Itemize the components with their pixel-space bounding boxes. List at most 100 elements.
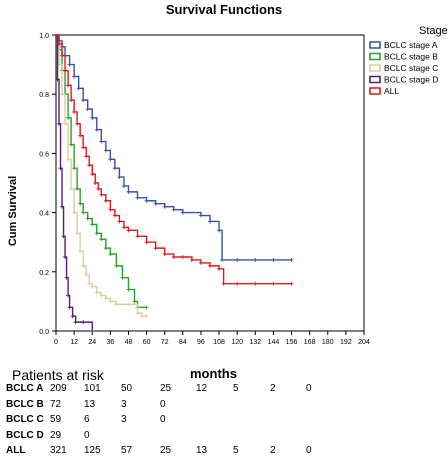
- censor-mark: [90, 222, 95, 227]
- censor-mark: [120, 275, 125, 280]
- censor-mark: [99, 139, 104, 144]
- legend-label: ALL: [384, 86, 399, 96]
- censor-mark: [64, 275, 69, 280]
- censor-mark: [63, 255, 68, 259]
- x-tick-label: 48: [125, 339, 133, 346]
- risk-table-title: Patients at risk: [12, 367, 104, 383]
- censor-mark: [144, 198, 149, 203]
- censor-mark: [81, 263, 86, 268]
- censor-mark: [99, 192, 104, 197]
- censor-mark: [220, 257, 225, 262]
- censor-mark: [90, 115, 95, 120]
- censor-mark: [253, 281, 258, 286]
- censor-mark: [221, 281, 226, 286]
- censor-mark: [108, 252, 113, 257]
- censor-mark: [208, 263, 212, 268]
- censor-mark: [78, 201, 83, 206]
- censor-mark: [66, 83, 71, 88]
- censor-mark: [76, 86, 81, 91]
- censor-mark: [289, 281, 294, 286]
- legend-swatch: [369, 41, 381, 49]
- censor-mark: [72, 166, 77, 171]
- legend-swatch: [369, 64, 381, 72]
- censor-mark: [69, 142, 74, 147]
- censor-mark: [135, 234, 140, 239]
- censor-mark: [73, 320, 78, 325]
- censor-mark: [94, 290, 99, 295]
- censor-mark: [103, 198, 108, 203]
- x-tick-label: 60: [143, 339, 151, 346]
- censor-mark: [78, 133, 83, 138]
- censor-mark: [153, 201, 158, 206]
- censor-mark: [235, 281, 240, 286]
- censor-mark: [63, 68, 68, 73]
- risk-cell: 25: [160, 445, 172, 456]
- censor-mark: [126, 287, 131, 292]
- risk-cell: 2: [270, 445, 276, 456]
- censor-mark: [58, 166, 63, 171]
- survival-curve: [56, 34, 147, 317]
- censor-mark: [140, 314, 145, 319]
- survival-curve: [56, 34, 147, 309]
- legend-label: BCLC stage D: [384, 75, 438, 85]
- censor-mark: [67, 62, 72, 67]
- legend-title: Stage: [419, 25, 448, 37]
- censor-mark: [72, 109, 77, 114]
- risk-cell: 50: [121, 383, 133, 394]
- x-tick-label: 24: [88, 339, 96, 346]
- risk-cell: 3: [121, 398, 127, 410]
- axes: 0 12 24 36 48 60 72 84 96 108 120 132 144 156 168 180 19…: [39, 33, 370, 346]
- risk-cell: 57: [121, 445, 133, 456]
- plot-frame: [55, 34, 365, 332]
- legend-swatch: [369, 87, 381, 95]
- y-tick-label: 0.6: [39, 151, 49, 158]
- censor-mark: [112, 213, 117, 218]
- censor-mark: [81, 210, 86, 215]
- censor-mark: [117, 219, 122, 224]
- censor-mark: [114, 263, 119, 268]
- series-bclc-stage-a: [56, 34, 294, 262]
- risk-cell: 72: [50, 398, 62, 410]
- legend-label: BCLC stage A: [384, 40, 438, 50]
- y-tick-label: 0.0: [39, 329, 49, 336]
- censor-mark: [90, 284, 95, 289]
- censor-mark: [103, 246, 108, 251]
- censor-mark: [253, 257, 258, 262]
- risk-cell: 321: [50, 445, 67, 456]
- x-tick-label: 156: [286, 339, 298, 346]
- y-tick-label: 0.2: [39, 270, 49, 277]
- survival-curve: [56, 34, 292, 285]
- censor-mark: [99, 293, 104, 298]
- risk-cell: 2: [270, 383, 276, 394]
- censor-mark: [84, 272, 89, 277]
- censor-mark: [78, 249, 83, 254]
- x-tick-label: 0: [54, 339, 58, 346]
- censor-mark: [75, 121, 80, 126]
- risk-row-label: BCLC A: [6, 383, 44, 394]
- censor-mark: [66, 157, 71, 162]
- risk-cell: 101: [84, 383, 101, 394]
- x-tick-label: 180: [322, 339, 334, 346]
- risk-cell: 5: [233, 445, 239, 456]
- censor-mark: [108, 299, 113, 304]
- censor-mark: [94, 127, 99, 132]
- censor-mark: [94, 231, 99, 236]
- series-bclc-stage-b: [56, 34, 149, 310]
- censor-mark: [60, 204, 65, 209]
- censor-mark: [208, 219, 212, 224]
- risk-cell: 125: [84, 445, 101, 456]
- censor-mark: [57, 41, 62, 46]
- x-tick-label: 192: [340, 339, 352, 346]
- censor-mark: [135, 195, 140, 200]
- censor-mark: [144, 240, 149, 245]
- censor-mark: [85, 107, 90, 111]
- risk-cell: 0: [160, 414, 166, 425]
- censor-mark: [271, 281, 276, 286]
- censor-mark: [198, 260, 203, 265]
- censor-mark: [63, 121, 68, 126]
- censor-mark: [90, 329, 95, 333]
- censor-mark: [90, 172, 95, 177]
- legend-swatch: [369, 52, 381, 61]
- risk-row-label: ALL: [6, 445, 26, 456]
